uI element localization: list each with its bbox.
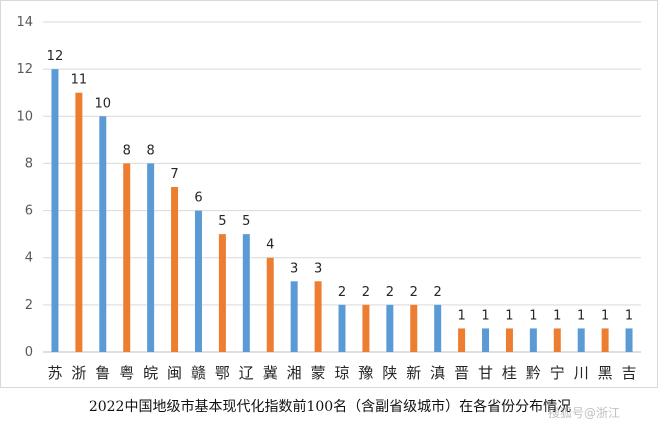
x-tick-label: 鲁 [95,364,110,382]
data-label: 1 [457,308,465,323]
data-label: 5 [242,214,250,229]
data-label: 8 [123,143,131,158]
bar [75,92,83,352]
bar [458,328,466,352]
data-label: 1 [529,308,537,323]
x-tick-label: 甘 [478,364,493,382]
bar [147,163,155,352]
data-label: 10 [95,96,112,111]
bar [194,210,202,352]
bar [218,234,226,352]
data-label: 1 [625,308,633,323]
data-label: 2 [338,285,346,300]
bar [266,257,274,352]
x-tick-label: 黔 [526,364,541,382]
data-label: 7 [170,167,178,182]
x-tick-label: 黑 [598,364,613,382]
data-label: 1 [553,308,561,323]
x-tick-label: 川 [574,364,589,382]
x-tick-label: 桂 [502,364,517,382]
x-tick-label: 浙 [71,364,86,382]
bar [625,328,633,352]
bar [362,304,370,352]
data-label: 3 [314,261,322,276]
bar [123,163,131,352]
x-tick-label: 陕 [382,364,397,382]
bar [314,281,322,352]
x-tick-label: 蒙 [311,364,326,382]
x-tick-label: 琼 [334,364,349,382]
bar [577,328,585,352]
bar-chart: 0246810121412苏11浙10鲁8粤8皖7闽6赣5鄂5辽4冀3湘3蒙2琼… [16,15,641,382]
x-tick-label: 新 [406,364,421,382]
data-label: 2 [362,285,370,300]
x-tick-label: 闽 [167,364,182,382]
chart-caption: 2022中国地级市基本现代化指数前100名（含副省级城市）在各省份分布情况 [88,399,572,415]
x-tick-label: 湘 [287,364,302,382]
x-tick-label: 鄂 [215,364,230,382]
data-label: 6 [194,191,202,206]
x-tick-label: 赣 [191,364,206,382]
x-tick-label: 宁 [550,364,565,382]
bar [290,281,298,352]
x-tick-label: 吉 [622,364,637,382]
watermark: 搜狐号@浙江 [548,406,621,420]
bar [99,116,107,353]
bar [386,304,394,352]
bar [434,304,442,352]
bar [529,328,537,352]
y-tick-label: 12 [16,62,33,77]
y-tick-label: 8 [25,156,33,171]
data-label: 1 [601,308,609,323]
x-tick-label: 粤 [119,364,134,382]
bar [338,304,346,352]
y-tick-label: 0 [25,345,33,360]
data-label: 12 [47,49,64,64]
bar [601,328,609,352]
bar [171,187,179,352]
data-label: 1 [577,308,585,323]
x-tick-label: 苏 [47,364,62,382]
bar [242,234,250,352]
bar [505,328,513,352]
x-tick-label: 滇 [430,364,445,382]
x-tick-label: 辽 [239,364,254,382]
x-tick-label: 冀 [263,364,278,382]
y-tick-label: 14 [16,15,33,30]
chart-frame: 0 2 4 6 8 10 12 14 12 苏 11 浙 10 鲁 8 粤 8 皖 7 闽 6 赣 5 鄂 5 辽 4 冀 3 湘 3 蒙 2 琼… [0,0,658,388]
y-tick-label: 6 [25,204,33,219]
bar [553,328,561,352]
y-tick-label: 4 [25,251,33,266]
x-tick-label: 皖 [143,364,158,382]
data-label: 4 [266,238,274,253]
y-tick-label: 2 [25,298,33,313]
data-label: 11 [71,73,88,88]
data-label: 2 [434,285,442,300]
x-tick-label: 晋 [454,364,469,382]
data-label: 1 [481,308,489,323]
bar [410,304,418,352]
data-label: 5 [218,214,226,229]
data-label: 8 [146,143,154,158]
data-label: 1 [505,308,513,323]
x-tick-label: 豫 [358,364,373,382]
data-label: 2 [410,285,418,300]
data-label: 3 [290,261,298,276]
bar [482,328,490,352]
y-tick-label: 10 [16,109,33,124]
bar [51,69,59,353]
data-label: 2 [386,285,394,300]
